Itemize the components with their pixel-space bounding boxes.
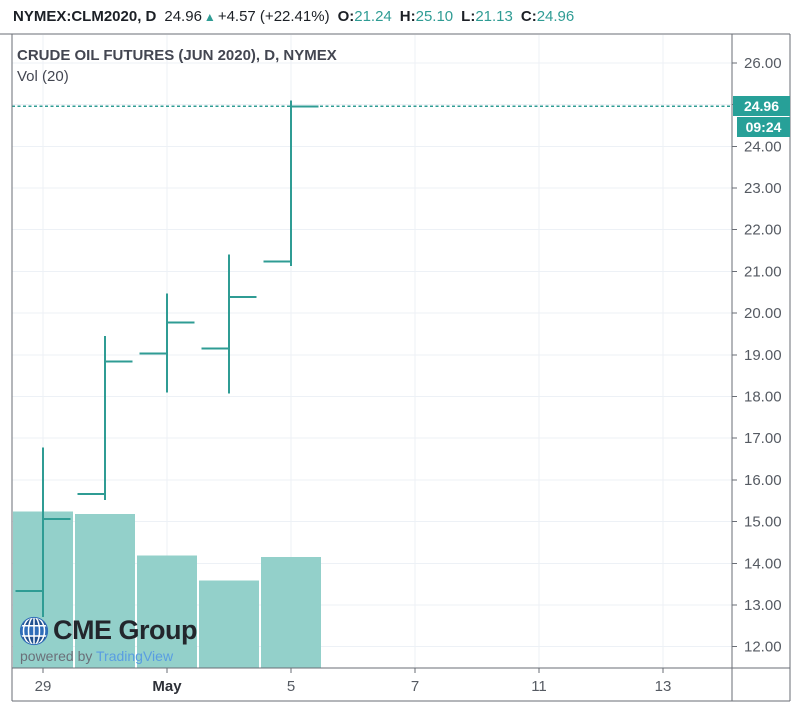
time-axis-label: 7 xyxy=(411,678,419,695)
price-axis-label: 24.00 xyxy=(744,138,782,155)
time-axis-label: 5 xyxy=(287,678,295,695)
header-last-price: 24.96 xyxy=(164,8,202,25)
price-axis-label: 19.00 xyxy=(744,347,782,364)
tradingview-link[interactable]: TradingView xyxy=(96,648,174,664)
price-axis-label: 14.00 xyxy=(744,555,782,572)
price-axis-label: 17.00 xyxy=(744,430,782,447)
volume-bar xyxy=(137,555,197,668)
time-axis-label: 11 xyxy=(531,678,547,695)
price-axis-label: 22.00 xyxy=(744,222,782,239)
high-value: 25.10 xyxy=(415,8,454,25)
low-label: L: xyxy=(461,8,476,25)
last-price-badge: 24.96 xyxy=(733,96,790,117)
cme-globe-icon xyxy=(19,616,49,645)
volume-bar xyxy=(75,513,135,668)
volume-bar xyxy=(261,556,321,668)
price-axis-label: 26.00 xyxy=(744,55,782,72)
powered-by-label: powered by xyxy=(20,648,97,664)
cme-watermark: CME Group powered by TradingView xyxy=(19,615,198,664)
time-axis-label: 13 xyxy=(655,678,672,695)
up-triangle-icon: ▲ xyxy=(203,9,216,24)
cme-logo-text: CME Group xyxy=(53,615,198,645)
close-value: 24.96 xyxy=(536,8,575,25)
powered-by-line: powered by TradingView xyxy=(20,648,197,664)
price-axis-label: 21.00 xyxy=(744,263,782,280)
legend-volume-indicator: Vol (20) xyxy=(17,68,69,85)
time-axis-label: 29 xyxy=(35,678,52,695)
header-change: +4.57 (+22.41%) xyxy=(217,8,330,25)
legend-title: CRUDE OIL FUTURES (JUN 2020), D, NYMEX xyxy=(17,47,337,64)
price-axis-label: 23.00 xyxy=(744,180,782,197)
volume-bar xyxy=(199,580,259,668)
price-axis-label: 13.00 xyxy=(744,597,782,614)
price-axis-label: 20.00 xyxy=(744,305,782,322)
chart-legend: CRUDE OIL FUTURES (JUN 2020), D, NYMEX V… xyxy=(17,45,337,87)
price-axis-label: 16.00 xyxy=(744,472,782,489)
header-symbol: NYMEX:CLM2020, D xyxy=(13,8,157,25)
price-axis-label: 12.00 xyxy=(744,639,782,656)
countdown-badge: 09:24 xyxy=(737,117,790,138)
price-axis-label: 18.00 xyxy=(744,389,782,406)
high-label: H: xyxy=(399,8,416,25)
symbol-header: NYMEX:CLM2020, D 24.96 ▲ +4.57 (+22.41%) O: 2… xyxy=(0,0,800,33)
price-axis-label: 15.00 xyxy=(744,514,782,531)
open-value: 21.24 xyxy=(354,8,392,25)
open-label: O: xyxy=(337,8,355,25)
close-label: C: xyxy=(520,8,537,25)
low-value: 21.13 xyxy=(475,8,513,25)
time-axis-label: May xyxy=(152,678,182,695)
